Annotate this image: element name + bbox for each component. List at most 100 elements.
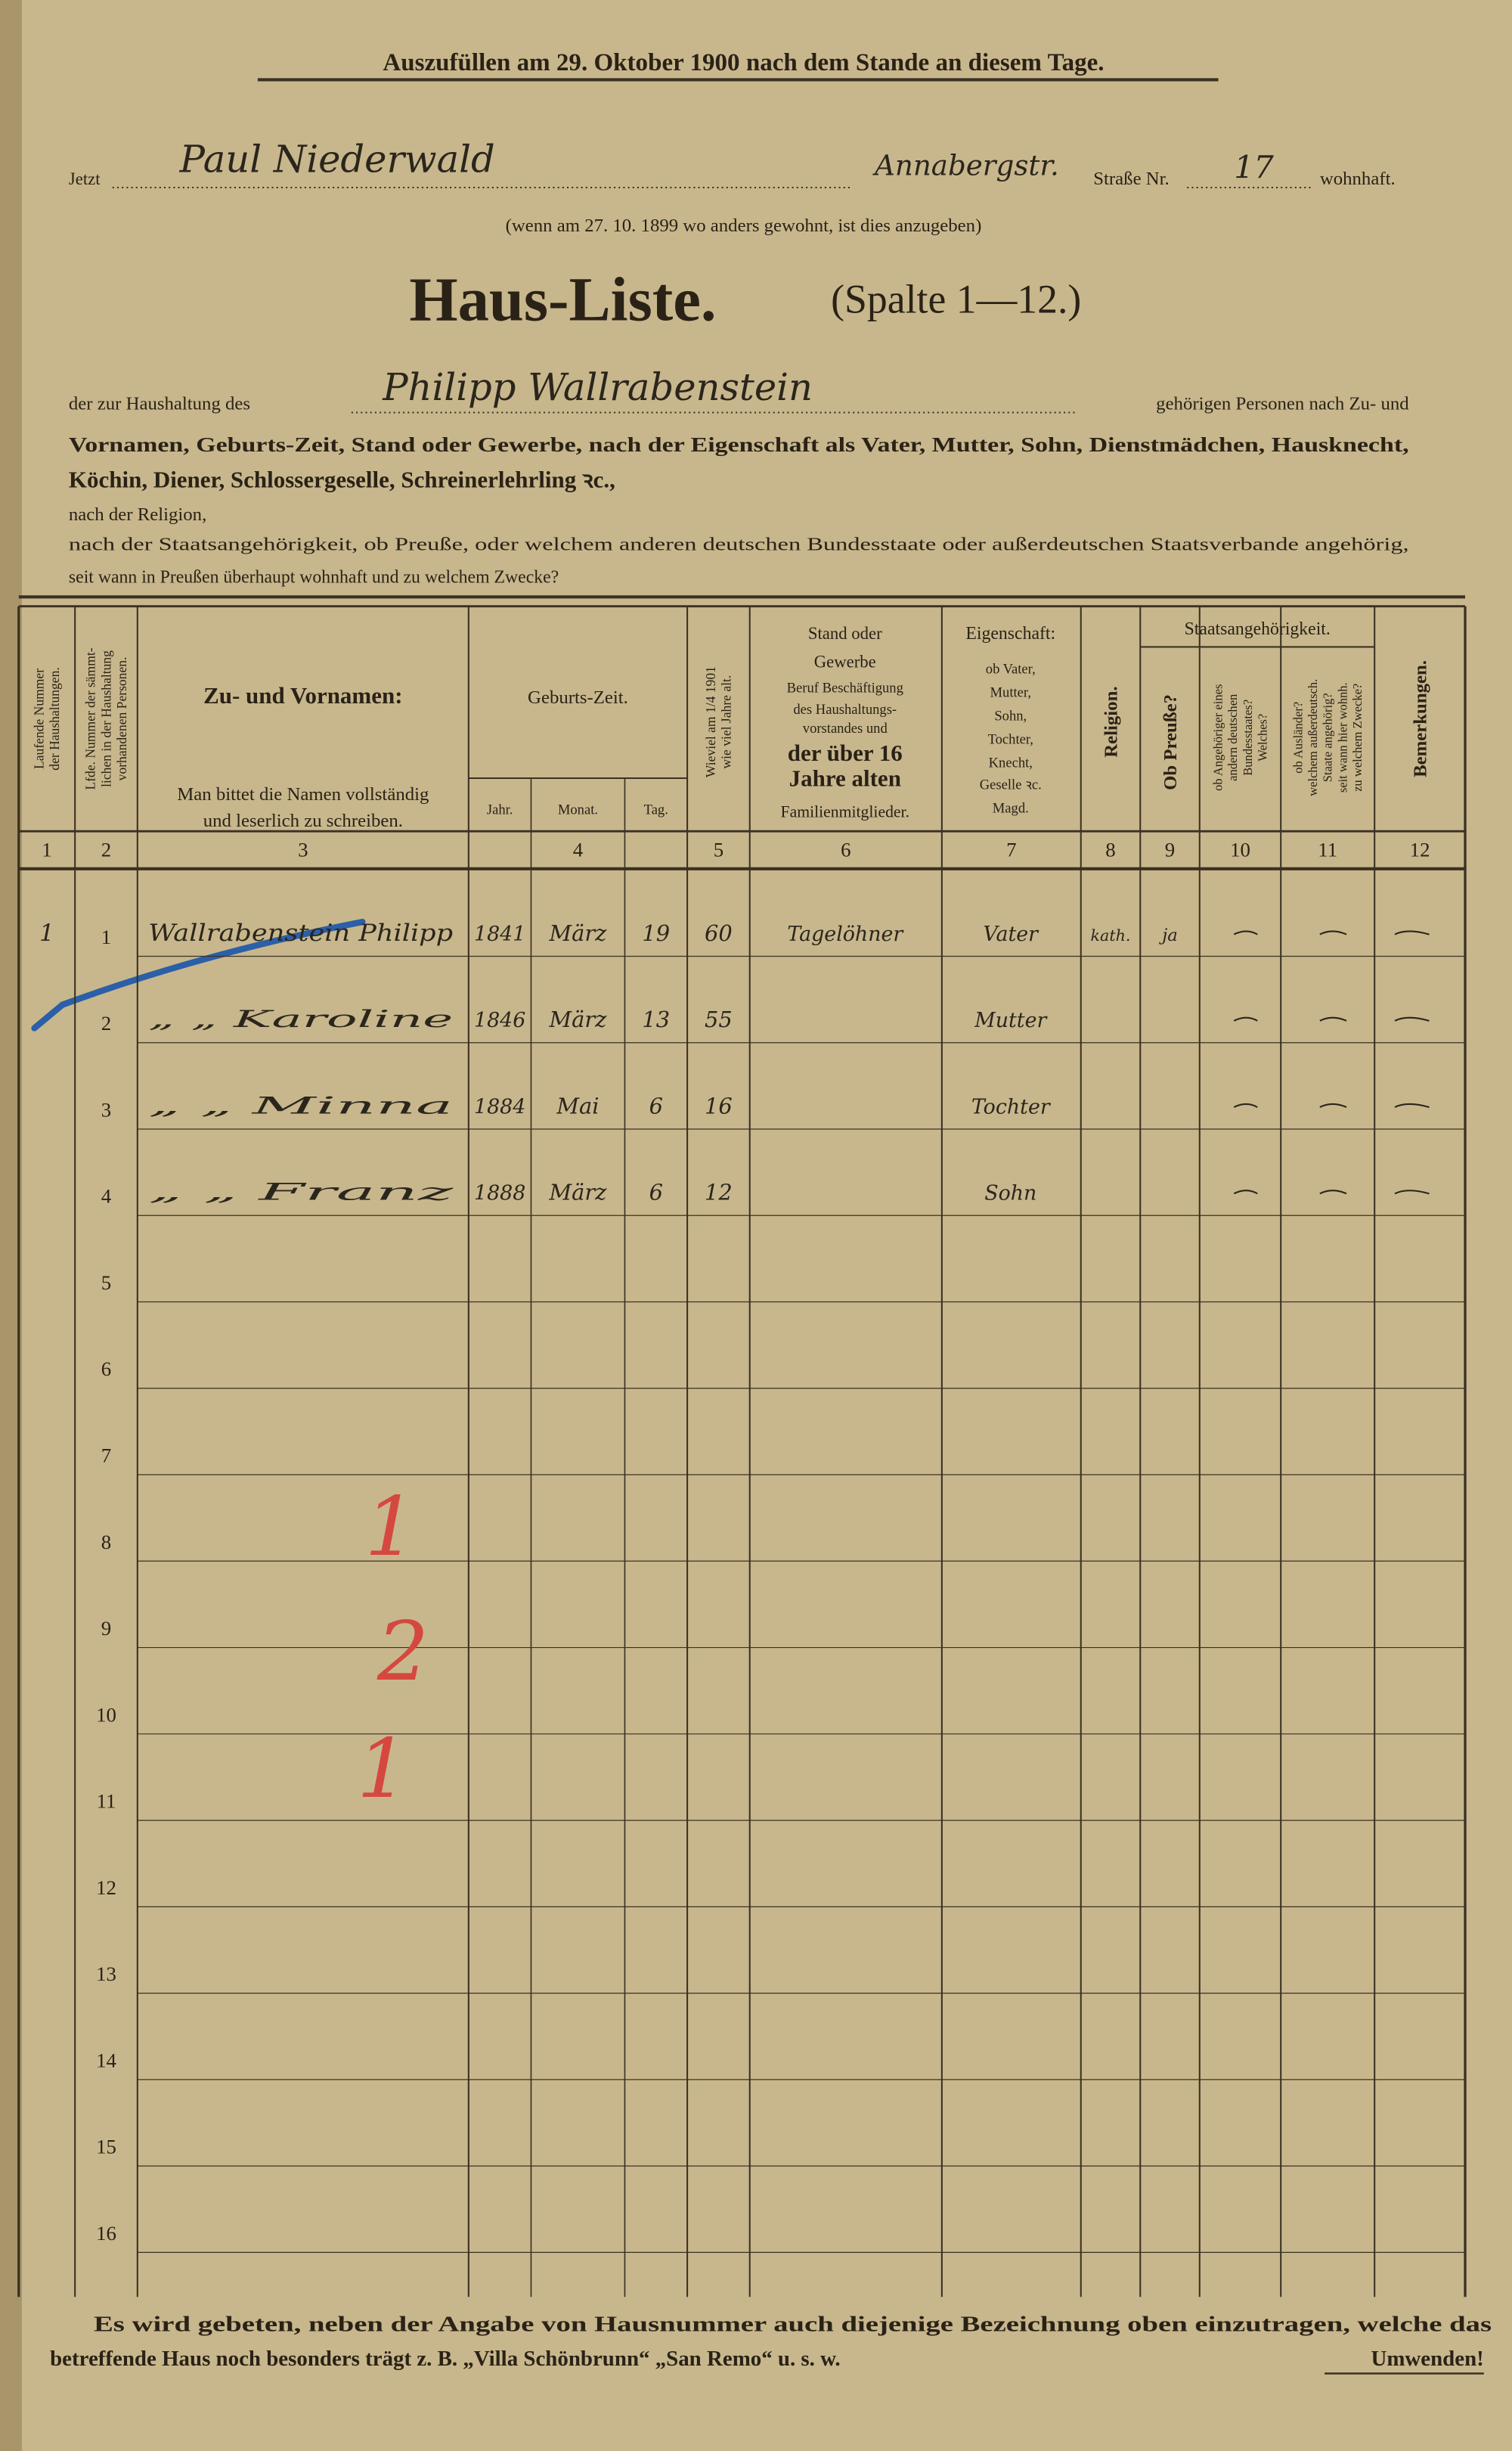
row-number: 7 — [101, 1444, 111, 1467]
column-heading: des Haushaltungs- — [793, 702, 897, 718]
column-heading: Stand oder — [808, 624, 882, 643]
entry-age: 12 — [705, 1180, 733, 1205]
column-heading: zu welchem Zwecke? — [1350, 684, 1365, 792]
entry-prussian: ja — [1158, 926, 1178, 945]
entry-name: „ „ Franz — [148, 1179, 454, 1206]
subtitle: (Spalte 1—12.) — [831, 276, 1081, 321]
entry-year: 1846 — [474, 1009, 525, 1032]
column-heading: Man bittet die Namen vollständig — [177, 784, 429, 805]
turn-note: Umwenden! — [1371, 2347, 1483, 2371]
ditto-mark — [1319, 1190, 1347, 1195]
column-heading: Knecht, — [989, 755, 1033, 771]
column-heading: Mutter, — [990, 685, 1031, 701]
row-number: 3 — [101, 1098, 111, 1121]
ditto-mark — [1394, 1016, 1430, 1022]
row-number: 8 — [101, 1531, 111, 1553]
column-number: 9 — [1165, 838, 1175, 861]
instruction: Auszufüllen am 29. Oktober 1900 nach dem… — [383, 49, 1104, 76]
column-heading: Sohn, — [994, 709, 1027, 724]
row-number: 1 — [101, 926, 111, 948]
column-heading: ob Angehöriger eines — [1211, 684, 1225, 791]
ditto-mark — [1233, 1016, 1258, 1022]
column-heading: Familienmitglieder. — [781, 803, 909, 821]
intro-lead: der zur Haushaltung des — [69, 393, 250, 414]
column-heading: welchem außerdeutsch. — [1306, 679, 1320, 796]
intro-tail: gehörigen Personen nach Zu- und — [1156, 393, 1409, 414]
column-heading: Beruf Beschäftigung — [787, 680, 903, 696]
column-heading: Tag. — [644, 802, 668, 818]
column-number: 11 — [1318, 838, 1337, 861]
column-heading: ob Vater, — [986, 662, 1036, 678]
column-number: 7 — [1006, 838, 1016, 861]
column-heading: Jahre alten — [789, 765, 901, 791]
entry-month: Mai — [556, 1093, 599, 1118]
intro-line: nach der Religion, — [69, 504, 206, 525]
resident-label: wohnhaft. — [1320, 169, 1396, 189]
intro-line: seit wann in Preußen überhaupt wohnhaft … — [69, 568, 559, 588]
column-heading: Wieviel am 1/4 1901 — [703, 666, 718, 777]
house-number: 17 — [1234, 150, 1274, 186]
row-number: 16 — [96, 2222, 116, 2245]
column-heading: Bemerkungen. — [1410, 660, 1430, 777]
column-heading: Gewerbe — [814, 652, 876, 671]
entry-relation: Tochter — [971, 1095, 1052, 1118]
column-heading: Eigenschaft: — [965, 624, 1055, 644]
column-heading: Religion. — [1101, 686, 1121, 757]
column-heading: Monat. — [558, 802, 598, 818]
entry-day: 6 — [649, 1180, 663, 1205]
column-number: 10 — [1230, 838, 1250, 861]
column-heading: Magd. — [993, 800, 1029, 816]
intro-line: Vornamen, Geburts-Zeit, Stand oder Gewer… — [69, 433, 1409, 457]
entry-relation: Vater — [984, 923, 1040, 946]
row-number: 10 — [96, 1703, 116, 1726]
column-heading: Staatsangehörigkeit. — [1185, 619, 1331, 639]
red-mark: 1 — [357, 1722, 408, 1817]
column-heading: Tochter, — [988, 732, 1033, 748]
note: (wenn am 27. 10. 1899 wo anders gewohnt,… — [506, 216, 982, 236]
column-number: 8 — [1105, 838, 1115, 861]
column-number: 12 — [1410, 838, 1430, 861]
row-number: 15 — [96, 2136, 116, 2158]
column-heading: Staate angehörig? — [1321, 693, 1335, 782]
footer-line: Es wird gebeten, neben der Angabe von Ha… — [94, 2313, 1492, 2337]
row-number: 13 — [96, 1962, 116, 1985]
row-number: 2 — [101, 1012, 111, 1035]
entry-occupation: Tagelöhner — [787, 923, 904, 946]
entry-year: 1884 — [474, 1095, 525, 1118]
street: Annabergstr. — [872, 148, 1059, 181]
column-heading: Geselle ꝛc. — [980, 777, 1042, 793]
column-number: 5 — [714, 838, 723, 861]
red-mark: 2 — [376, 1605, 429, 1699]
column-heading: seit wann hier wohnh. — [1335, 682, 1349, 793]
row-number: 11 — [97, 1790, 116, 1813]
title: Haus-Liste. — [409, 265, 716, 334]
entry-year: 1841 — [474, 923, 525, 946]
entry-relation: Mutter — [974, 1009, 1048, 1032]
column-heading: der über 16 — [788, 740, 903, 766]
row-number: 5 — [101, 1271, 111, 1294]
household-head: Philipp Wallrabenstein — [382, 365, 813, 409]
ditto-mark — [1394, 930, 1430, 935]
column-heading: der Haushaltungen. — [47, 667, 62, 770]
ditto-mark — [1394, 1103, 1430, 1109]
entry-day: 19 — [642, 920, 670, 946]
entry-age: 55 — [705, 1007, 733, 1032]
column-heading: vorstandes und — [803, 721, 888, 737]
blue-check — [31, 918, 366, 1032]
ditto-mark — [1319, 1103, 1347, 1109]
column-heading: Geburts-Zeit. — [528, 687, 628, 708]
entry-religion: kath. — [1091, 926, 1131, 945]
column-number: 1 — [42, 838, 51, 861]
entry-day: 6 — [649, 1093, 663, 1118]
column-heading: Bundesstaates? — [1241, 700, 1255, 776]
entry-household: 1 — [39, 920, 54, 947]
column-number: 2 — [101, 838, 111, 861]
column-heading: Jahr. — [487, 802, 513, 818]
entry-age: 60 — [705, 920, 733, 946]
column-heading: vorhandenen Personen. — [114, 657, 129, 781]
footer-line: betreffende Haus noch besonders trägt z.… — [50, 2347, 841, 2371]
column-heading: wie viel Jahre alt. — [719, 675, 734, 769]
